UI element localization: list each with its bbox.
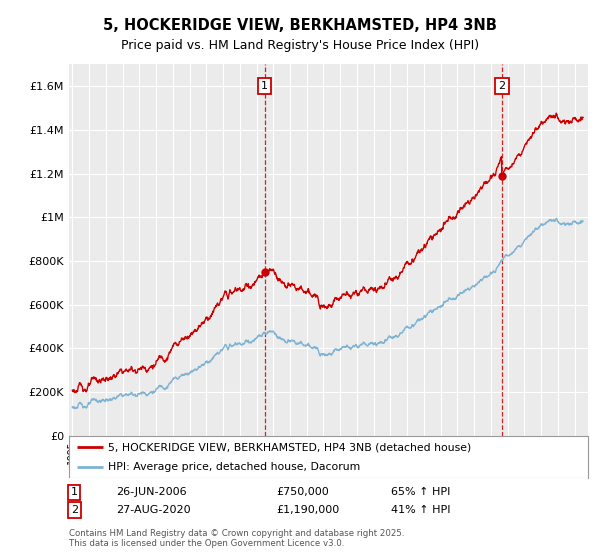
- Text: HPI: Average price, detached house, Dacorum: HPI: Average price, detached house, Daco…: [108, 462, 360, 472]
- Text: 2: 2: [71, 505, 78, 515]
- Text: 1: 1: [261, 81, 268, 91]
- Text: 2: 2: [499, 81, 506, 91]
- Text: This data is licensed under the Open Government Licence v3.0.: This data is licensed under the Open Gov…: [69, 539, 344, 548]
- Text: 5, HOCKERIDGE VIEW, BERKHAMSTED, HP4 3NB (detached house): 5, HOCKERIDGE VIEW, BERKHAMSTED, HP4 3NB…: [108, 442, 471, 452]
- Text: £750,000: £750,000: [277, 487, 329, 497]
- Text: Contains HM Land Registry data © Crown copyright and database right 2025.: Contains HM Land Registry data © Crown c…: [69, 529, 404, 538]
- Text: Price paid vs. HM Land Registry's House Price Index (HPI): Price paid vs. HM Land Registry's House …: [121, 39, 479, 53]
- Text: 1: 1: [71, 487, 77, 497]
- Text: £1,190,000: £1,190,000: [277, 505, 340, 515]
- Text: 41% ↑ HPI: 41% ↑ HPI: [391, 505, 450, 515]
- Text: 5, HOCKERIDGE VIEW, BERKHAMSTED, HP4 3NB: 5, HOCKERIDGE VIEW, BERKHAMSTED, HP4 3NB: [103, 18, 497, 32]
- Text: 26-JUN-2006: 26-JUN-2006: [116, 487, 187, 497]
- Text: 27-AUG-2020: 27-AUG-2020: [116, 505, 190, 515]
- Text: 65% ↑ HPI: 65% ↑ HPI: [391, 487, 450, 497]
